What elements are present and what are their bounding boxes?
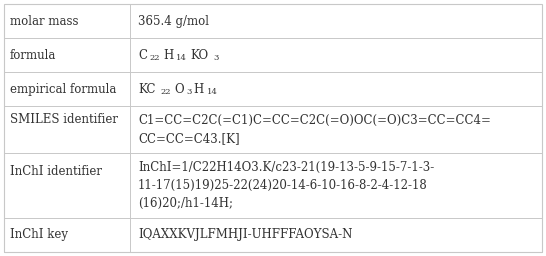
Text: InChI identifier: InChI identifier <box>10 165 102 178</box>
Text: C: C <box>138 49 147 62</box>
Text: 3: 3 <box>214 54 219 62</box>
Text: KO: KO <box>191 49 209 62</box>
Text: SMILES identifier: SMILES identifier <box>10 113 118 126</box>
Text: O: O <box>174 83 184 96</box>
Text: CC=CC=C43.[K]: CC=CC=C43.[K] <box>138 132 240 145</box>
Text: 11-17(15)19)25-22(24)20-14-6-10-16-8-2-4-12-18: 11-17(15)19)25-22(24)20-14-6-10-16-8-2-4… <box>138 179 428 192</box>
Text: formula: formula <box>10 49 56 62</box>
Text: 365.4 g/mol: 365.4 g/mol <box>138 15 209 28</box>
Text: 22: 22 <box>161 88 171 96</box>
Text: H: H <box>193 83 204 96</box>
Text: KC: KC <box>138 83 156 96</box>
Text: molar mass: molar mass <box>10 15 79 28</box>
Text: 14: 14 <box>207 88 218 96</box>
Text: (16)20;/h1-14H;: (16)20;/h1-14H; <box>138 197 233 210</box>
Text: 22: 22 <box>150 54 160 62</box>
Text: H: H <box>163 49 174 62</box>
Text: IQAXXKVJLFMHJI-UHFFFAOYSA-N: IQAXXKVJLFMHJI-UHFFFAOYSA-N <box>138 228 352 241</box>
Text: InChI=1/C22H14O3.K/c23-21(19-13-5-9-15-7-1-3-: InChI=1/C22H14O3.K/c23-21(19-13-5-9-15-7… <box>138 161 434 174</box>
Text: 14: 14 <box>176 54 187 62</box>
Text: empirical formula: empirical formula <box>10 83 116 96</box>
Text: InChI key: InChI key <box>10 228 68 241</box>
Text: C1=CC=C2C(=C1)C=CC=C2C(=O)OC(=O)C3=CC=CC4=: C1=CC=C2C(=C1)C=CC=C2C(=O)OC(=O)C3=CC=CC… <box>138 114 491 127</box>
Text: 3: 3 <box>187 88 192 96</box>
